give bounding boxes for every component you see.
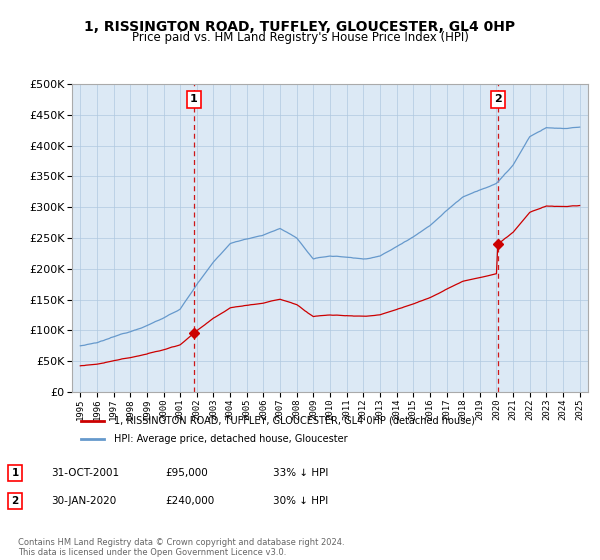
Text: HPI: Average price, detached house, Gloucester: HPI: Average price, detached house, Glou…: [113, 434, 347, 444]
Text: Price paid vs. HM Land Registry's House Price Index (HPI): Price paid vs. HM Land Registry's House …: [131, 31, 469, 44]
Text: 1, RISSINGTON ROAD, TUFFLEY, GLOUCESTER, GL4 0HP (detached house): 1, RISSINGTON ROAD, TUFFLEY, GLOUCESTER,…: [113, 416, 475, 426]
Text: £95,000: £95,000: [165, 468, 208, 478]
Text: £240,000: £240,000: [165, 496, 214, 506]
Text: 33% ↓ HPI: 33% ↓ HPI: [273, 468, 328, 478]
Text: 2: 2: [494, 95, 502, 104]
Text: 31-OCT-2001: 31-OCT-2001: [51, 468, 119, 478]
Text: 1, RISSINGTON ROAD, TUFFLEY, GLOUCESTER, GL4 0HP: 1, RISSINGTON ROAD, TUFFLEY, GLOUCESTER,…: [85, 20, 515, 34]
Text: 1: 1: [190, 95, 198, 104]
Text: 30-JAN-2020: 30-JAN-2020: [51, 496, 116, 506]
Text: Contains HM Land Registry data © Crown copyright and database right 2024.
This d: Contains HM Land Registry data © Crown c…: [18, 538, 344, 557]
Text: 2: 2: [11, 496, 19, 506]
Text: 30% ↓ HPI: 30% ↓ HPI: [273, 496, 328, 506]
Text: 1: 1: [11, 468, 19, 478]
